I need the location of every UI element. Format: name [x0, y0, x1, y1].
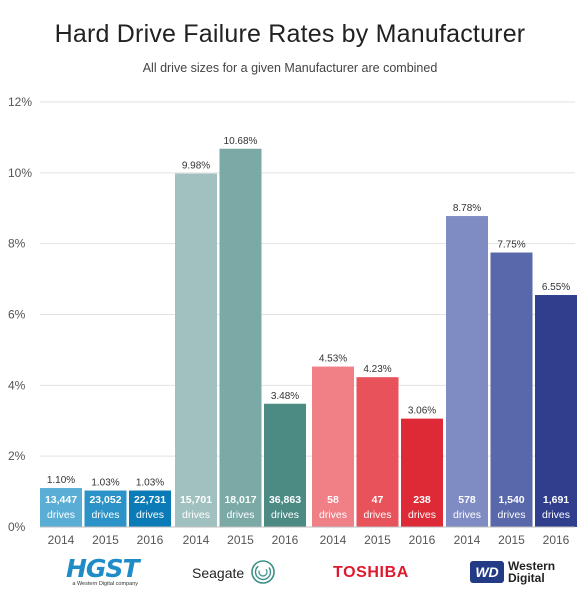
x-tick-label: 2014	[454, 533, 481, 547]
drive-unit-label: drives	[408, 509, 436, 521]
drive-unit-label: drives	[182, 509, 210, 521]
wd-logo-mark: WD	[470, 561, 504, 583]
drive-unit-label: drives	[226, 509, 254, 521]
x-tick-label: 2014	[48, 533, 75, 547]
drive-unit-label: drives	[542, 509, 570, 521]
data-label: 4.23%	[363, 364, 391, 375]
data-label: 3.48%	[271, 391, 299, 402]
y-tick-label: 8%	[8, 237, 26, 251]
drive-unit-label: drives	[91, 509, 119, 521]
x-tick-label: 2014	[183, 533, 210, 547]
chart-title: Hard Drive Failure Rates by Manufacturer	[54, 20, 526, 48]
drive-unit-label: drives	[453, 509, 481, 521]
drive-count-label: 13,447	[45, 494, 77, 506]
drive-count-label: 36,863	[269, 494, 301, 506]
drive-unit-label: drives	[319, 509, 347, 521]
drive-count-label: 22,731	[134, 494, 166, 506]
hgst-logo-subtext: a Western Digital company	[72, 581, 138, 587]
bar	[84, 490, 127, 527]
drive-unit-label: drives	[136, 509, 164, 521]
bar	[356, 377, 399, 527]
data-label: 1.03%	[136, 478, 164, 489]
y-tick-label: 6%	[8, 308, 26, 322]
x-tick-label: 2014	[320, 533, 347, 547]
data-label: 1.03%	[91, 478, 119, 489]
drive-count-label: 578	[458, 494, 476, 506]
toshiba-logo-text: TOSHIBA	[333, 564, 409, 581]
x-tick-label: 2015	[227, 533, 254, 547]
data-label: 3.06%	[408, 406, 436, 417]
seagate-logo: Seagate	[192, 557, 282, 589]
bar	[175, 173, 217, 527]
x-tick-label: 2016	[272, 533, 299, 547]
hgst-logo-text: HGST	[66, 554, 140, 583]
y-tick-label: 2%	[8, 449, 26, 463]
seagate-logo-text: Seagate	[192, 565, 245, 581]
x-tick-label: 2016	[409, 533, 436, 547]
y-tick-label: 0%	[8, 520, 26, 534]
bar	[535, 295, 577, 527]
x-tick-label: 2015	[498, 533, 525, 547]
bar	[401, 418, 443, 527]
data-label: 1.10%	[47, 475, 75, 486]
drive-unit-label: drives	[271, 509, 299, 521]
bar	[490, 252, 533, 528]
chart-subtitle: All drive sizes for a given Manufacturer…	[142, 61, 438, 75]
x-tick-label: 2016	[137, 533, 164, 547]
drive-count-label: 18,017	[224, 494, 256, 506]
hgst-logo: HGST a Western Digital company	[66, 554, 146, 589]
data-label: 8.78%	[453, 203, 481, 214]
x-tick-label: 2015	[92, 533, 119, 547]
y-tick-label: 10%	[8, 166, 32, 180]
data-label: 9.98%	[182, 161, 210, 172]
y-tick-label: 12%	[8, 95, 32, 109]
bar	[40, 488, 82, 527]
seagate-swirl-icon	[251, 560, 275, 584]
bar	[312, 366, 354, 527]
y-tick-label: 4%	[8, 378, 26, 392]
drive-count-label: 238	[413, 494, 431, 506]
drive-unit-label: drives	[47, 509, 75, 521]
drive-unit-label: drives	[497, 509, 525, 521]
x-tick-label: 2015	[364, 533, 391, 547]
drive-count-label: 1,691	[543, 494, 569, 506]
drive-count-label: 15,701	[180, 494, 212, 506]
drive-count-label: 23,052	[89, 494, 121, 506]
drive-count-label: 1,540	[498, 494, 524, 506]
bar	[129, 490, 171, 527]
drive-count-label: 47	[372, 494, 384, 506]
bar	[446, 216, 488, 527]
wd-logo-line1: Western	[508, 559, 556, 573]
data-label: 4.53%	[319, 354, 347, 365]
data-label: 6.55%	[542, 282, 570, 293]
wd-logo-line2: Digital	[508, 571, 545, 585]
bar	[264, 403, 306, 527]
data-label: 10.68%	[224, 136, 258, 147]
wd-logo: WD Western Digital	[470, 557, 560, 589]
x-tick-label: 2016	[543, 533, 570, 547]
bar	[219, 148, 262, 527]
drive-count-label: 58	[327, 494, 339, 506]
toshiba-logo: TOSHIBA	[333, 557, 423, 589]
drive-unit-label: drives	[363, 509, 391, 521]
data-label: 7.75%	[497, 240, 525, 251]
